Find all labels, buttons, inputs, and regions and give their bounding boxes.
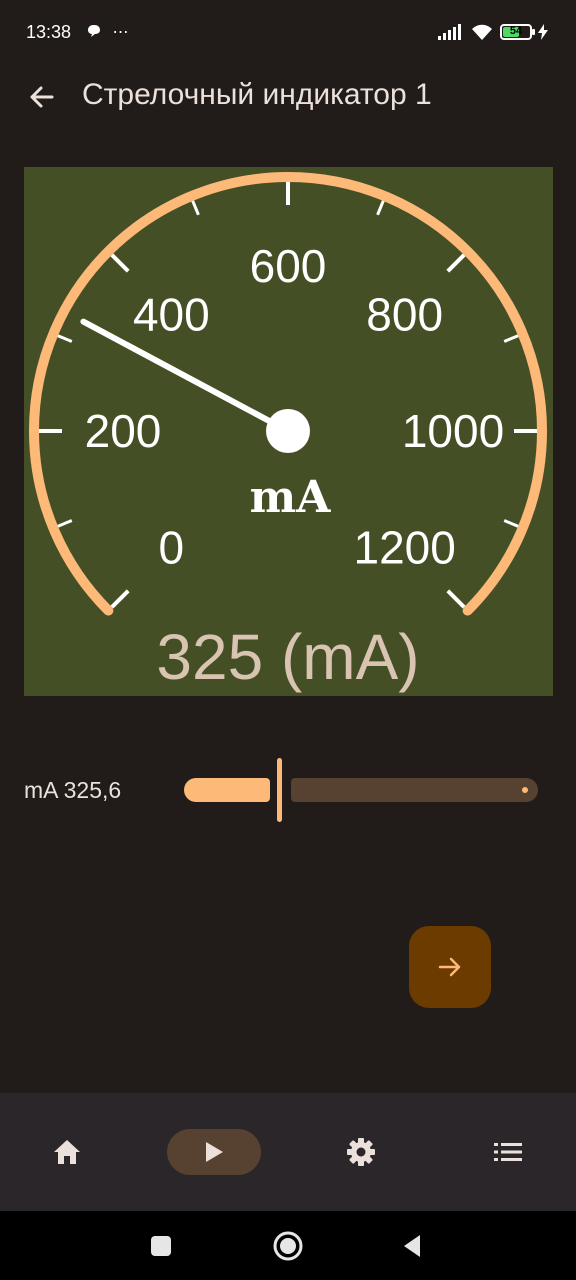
gauge-minor-tick (376, 200, 385, 216)
home-system-button[interactable] (270, 1228, 306, 1264)
gauge-minor-tick (503, 519, 519, 528)
arrow-right-icon (438, 957, 461, 977)
value-slider-row: mA 325,6 (0, 755, 576, 825)
charging-icon (538, 24, 548, 40)
nav-item-list[interactable] (461, 1129, 555, 1175)
next-fab-button[interactable] (409, 926, 491, 1008)
wifi-icon (472, 24, 492, 40)
nav-item-settings[interactable] (314, 1129, 408, 1175)
gauge-major-tick (446, 589, 466, 609)
more-notifications-icon: ⋯ (112, 24, 129, 41)
back-system-button[interactable] (394, 1228, 430, 1264)
gauge-major-tick (110, 589, 130, 609)
gauge-panel: 0 200 400 600 800 1000 1200 mA 325 (mA) (24, 167, 553, 696)
gauge-arc (29, 172, 547, 616)
gauge-minor-tick (57, 519, 73, 528)
status-bar: 13:38 ⋯ 54 (0, 0, 576, 64)
home-icon (54, 1140, 80, 1164)
gauge-ticks (39, 182, 537, 609)
slider-stop-indicator (522, 787, 528, 793)
gauge-scale-labels: 0 200 400 600 800 1000 1200 (85, 240, 505, 574)
gauge-minor-tick (57, 334, 73, 343)
slider-thumb[interactable] (277, 758, 282, 822)
gauge: 0 200 400 600 800 1000 1200 mA 325 (mA) (29, 172, 547, 693)
battery-level: 54 (509, 25, 523, 37)
gauge-scale-label: 1200 (354, 522, 456, 574)
gauge-minor-tick (191, 200, 200, 216)
gauge-scale-label: 1000 (402, 405, 504, 457)
slider-value-label: mA 325,6 (24, 777, 122, 803)
gauge-major-tick (446, 253, 466, 273)
recents-button[interactable] (143, 1228, 179, 1264)
bottom-navigation (0, 1093, 576, 1211)
app-bar: Стрелочный индикатор 1 (0, 64, 576, 130)
slider-active-track[interactable] (184, 778, 270, 802)
nav-item-play[interactable] (167, 1129, 261, 1175)
square-icon (151, 1236, 171, 1256)
status-time: 13:38 (26, 22, 72, 42)
gear-icon (347, 1138, 375, 1166)
back-button[interactable] (22, 78, 60, 116)
gauge-scale-label: 800 (366, 288, 443, 340)
circle-icon (273, 1231, 303, 1261)
play-icon (206, 1142, 223, 1162)
gauge-minor-tick (503, 334, 519, 343)
gauge-hub (266, 409, 310, 453)
gauge-scale-label: 0 (159, 522, 185, 574)
system-navigation-bar (0, 1211, 576, 1280)
arrow-left-icon (30, 86, 54, 108)
signal-icon (438, 24, 461, 40)
nav-item-home[interactable] (20, 1129, 114, 1175)
gauge-scale-label: 600 (250, 240, 327, 292)
status-right-icons: 54 (438, 20, 548, 44)
gauge-value-text: 325 (mA) (156, 621, 419, 693)
status-left-icons: ⋯ (86, 22, 128, 42)
gauge-major-tick (110, 253, 130, 273)
gauge-needle (80, 318, 291, 434)
gauge-scale-label: 200 (85, 405, 162, 457)
page-title: Стрелочный индикатор 1 (82, 78, 432, 111)
battery-icon: 54 (500, 24, 535, 40)
list-icon (494, 1143, 522, 1161)
triangle-back-icon (404, 1235, 420, 1257)
gauge-unit-label: mA (250, 472, 332, 523)
slider-inactive-track[interactable] (291, 778, 538, 802)
notification-bubble-icon (88, 25, 100, 37)
gauge-scale-label: 400 (133, 288, 210, 340)
